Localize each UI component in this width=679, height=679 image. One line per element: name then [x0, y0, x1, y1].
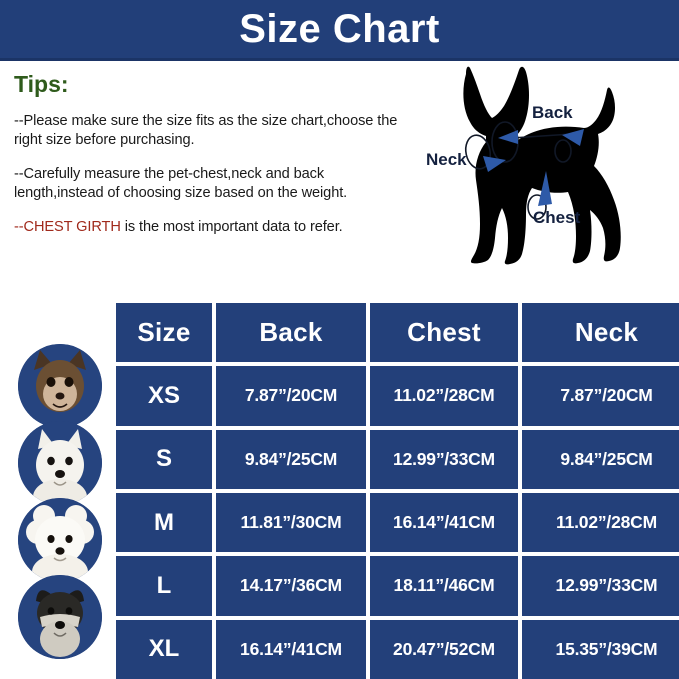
table-header-neck: Neck: [522, 303, 679, 363]
label-neck: Neck: [426, 150, 467, 169]
table-cell-back: 14.17”/36CM: [216, 556, 366, 616]
table-cell-chest: 12.99”/33CM: [370, 429, 518, 489]
dog-photo-schnauzer: [18, 575, 102, 659]
table-cell-neck: 11.02”/28CM: [522, 492, 679, 553]
table-row-size: S: [116, 429, 212, 489]
tip-line-2: --Carefully measure the pet-chest,neck a…: [14, 165, 348, 202]
label-chest: Chest: [533, 208, 581, 227]
chest-measurement-indicator: [527, 171, 552, 220]
table-row-size: XS: [116, 366, 212, 426]
dog-photo-chihuahua: [18, 344, 102, 428]
header-underline-divider: [0, 58, 679, 61]
table-row-size: M: [116, 492, 212, 553]
dog-photo-westie: [18, 421, 102, 505]
table-header-size: Size: [116, 303, 212, 363]
chest-girth-rest: is the most important data to refer.: [120, 219, 343, 236]
back-measurement-indicator: [491, 121, 584, 163]
table-cell-chest: 18.11”/46CM: [370, 556, 518, 616]
table-cell-back: 16.14”/41CM: [216, 619, 366, 679]
table-cell-chest: 16.14”/41CM: [370, 492, 518, 553]
dog-silhouette-shape: [463, 66, 621, 265]
tip-line-1: --Please make sure the size fits as the …: [14, 112, 398, 149]
tips-section: Tips: --Please make sure the size fits a…: [14, 71, 414, 237]
page-title: Size Chart: [239, 7, 440, 51]
dog-measurement-diagram: Back Neck Chest: [420, 56, 679, 292]
table-cell-neck: 9.84”/25CM: [522, 429, 679, 489]
page-header-bar: Size Chart: [0, 0, 679, 58]
dog-photo-bichon: [18, 498, 102, 582]
table-header-back: Back: [216, 303, 366, 363]
table-cell-neck: 12.99”/33CM: [522, 556, 679, 616]
table-row-size: L: [116, 556, 212, 616]
table-cell-back: 9.84”/25CM: [216, 429, 366, 489]
table-cell-neck: 15.35”/39CM: [522, 619, 679, 679]
table-row-size: XL: [116, 619, 212, 679]
tip-line-chest-girth: --CHEST GIRTH is the most important data…: [14, 218, 414, 237]
neck-measurement-indicator: [464, 134, 506, 172]
table-cell-back: 7.87”/20CM: [216, 366, 366, 426]
table-cell-chest: 11.02”/28CM: [370, 366, 518, 426]
table-cell-chest: 20.47”/52CM: [370, 619, 518, 679]
size-chart-table: Size Back Chest Neck XS 7.87”/20CM 11.02…: [116, 303, 679, 679]
table-cell-neck: 7.87”/20CM: [522, 366, 679, 426]
table-cell-back: 11.81”/30CM: [216, 492, 366, 553]
label-back: Back: [532, 103, 573, 122]
tips-heading: Tips:: [14, 71, 69, 97]
table-header-chest: Chest: [370, 303, 518, 363]
chest-girth-emphasis: --CHEST GIRTH: [14, 219, 121, 236]
